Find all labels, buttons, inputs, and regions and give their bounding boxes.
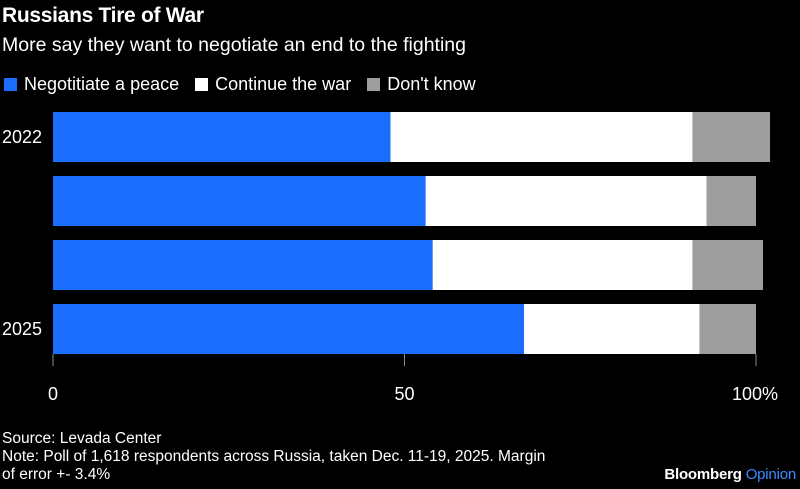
- legend-item-negotiate: Negotitiate a peace: [4, 74, 179, 95]
- bar-don-t-know-row-2: [706, 176, 756, 226]
- bar-continue-the-war-row-1: [390, 112, 693, 162]
- category-labels-group: 2022 2025: [2, 127, 42, 339]
- legend-label-negotiate: Negotitiate a peace: [24, 74, 180, 94]
- x-tick-label-100: 100%: [732, 384, 778, 404]
- category-label-2022: 2022: [2, 127, 42, 147]
- bar-negotitiate-a-peace-row-2: [53, 176, 426, 226]
- legend-swatch-negotiate: [4, 78, 17, 91]
- bar-negotitiate-a-peace-row-1: [53, 112, 391, 162]
- bar-negotitiate-a-peace-row-3: [53, 240, 433, 290]
- chart-title: Russians Tire of War: [2, 4, 204, 27]
- legend-item-continue: Continue the war: [195, 74, 351, 95]
- legend-label-dont-know: Don't know: [387, 74, 476, 94]
- chart-subtitle: More say they want to negotiate an end t…: [2, 34, 466, 56]
- brand-suffix: Opinion: [745, 466, 797, 483]
- x-axis: 0 50 100%: [48, 354, 778, 404]
- bar-don-t-know-row-1: [692, 112, 771, 162]
- bar-continue-the-war-row-2: [425, 176, 707, 226]
- bloomberg-opinion-logo: Bloomberg Opinion: [664, 466, 796, 483]
- bars-group: [53, 112, 771, 354]
- x-tick-label-0: 0: [48, 384, 58, 404]
- bar-continue-the-war-row-4: [524, 304, 700, 354]
- bar-don-t-know-row-4: [699, 304, 756, 354]
- legend: Negotitiate a peace Continue the war Don…: [4, 74, 492, 95]
- bar-continue-the-war-row-3: [432, 240, 693, 290]
- bar-negotitiate-a-peace-row-4: [53, 304, 525, 354]
- legend-item-dont-know: Don't know: [367, 74, 476, 95]
- method-note-line2: of error +- 3.4%: [2, 466, 111, 483]
- source-note: Source: Levada Center: [2, 430, 162, 447]
- stacked-bar-chart: 2022 2025 0 50 100%: [2, 112, 778, 404]
- brand-name: Bloomberg: [664, 466, 742, 483]
- legend-swatch-continue: [195, 78, 209, 91]
- legend-swatch-dont-know: [367, 78, 381, 91]
- bar-don-t-know-row-3: [692, 240, 764, 290]
- category-label-2025: 2025: [2, 319, 42, 339]
- footer: Source: Levada Center Note: Poll of 1,61…: [2, 430, 545, 484]
- method-note-line1: Note: Poll of 1,618 respondents across R…: [2, 448, 546, 465]
- legend-label-continue: Continue the war: [215, 74, 352, 94]
- x-tick-label-50: 50: [394, 384, 414, 404]
